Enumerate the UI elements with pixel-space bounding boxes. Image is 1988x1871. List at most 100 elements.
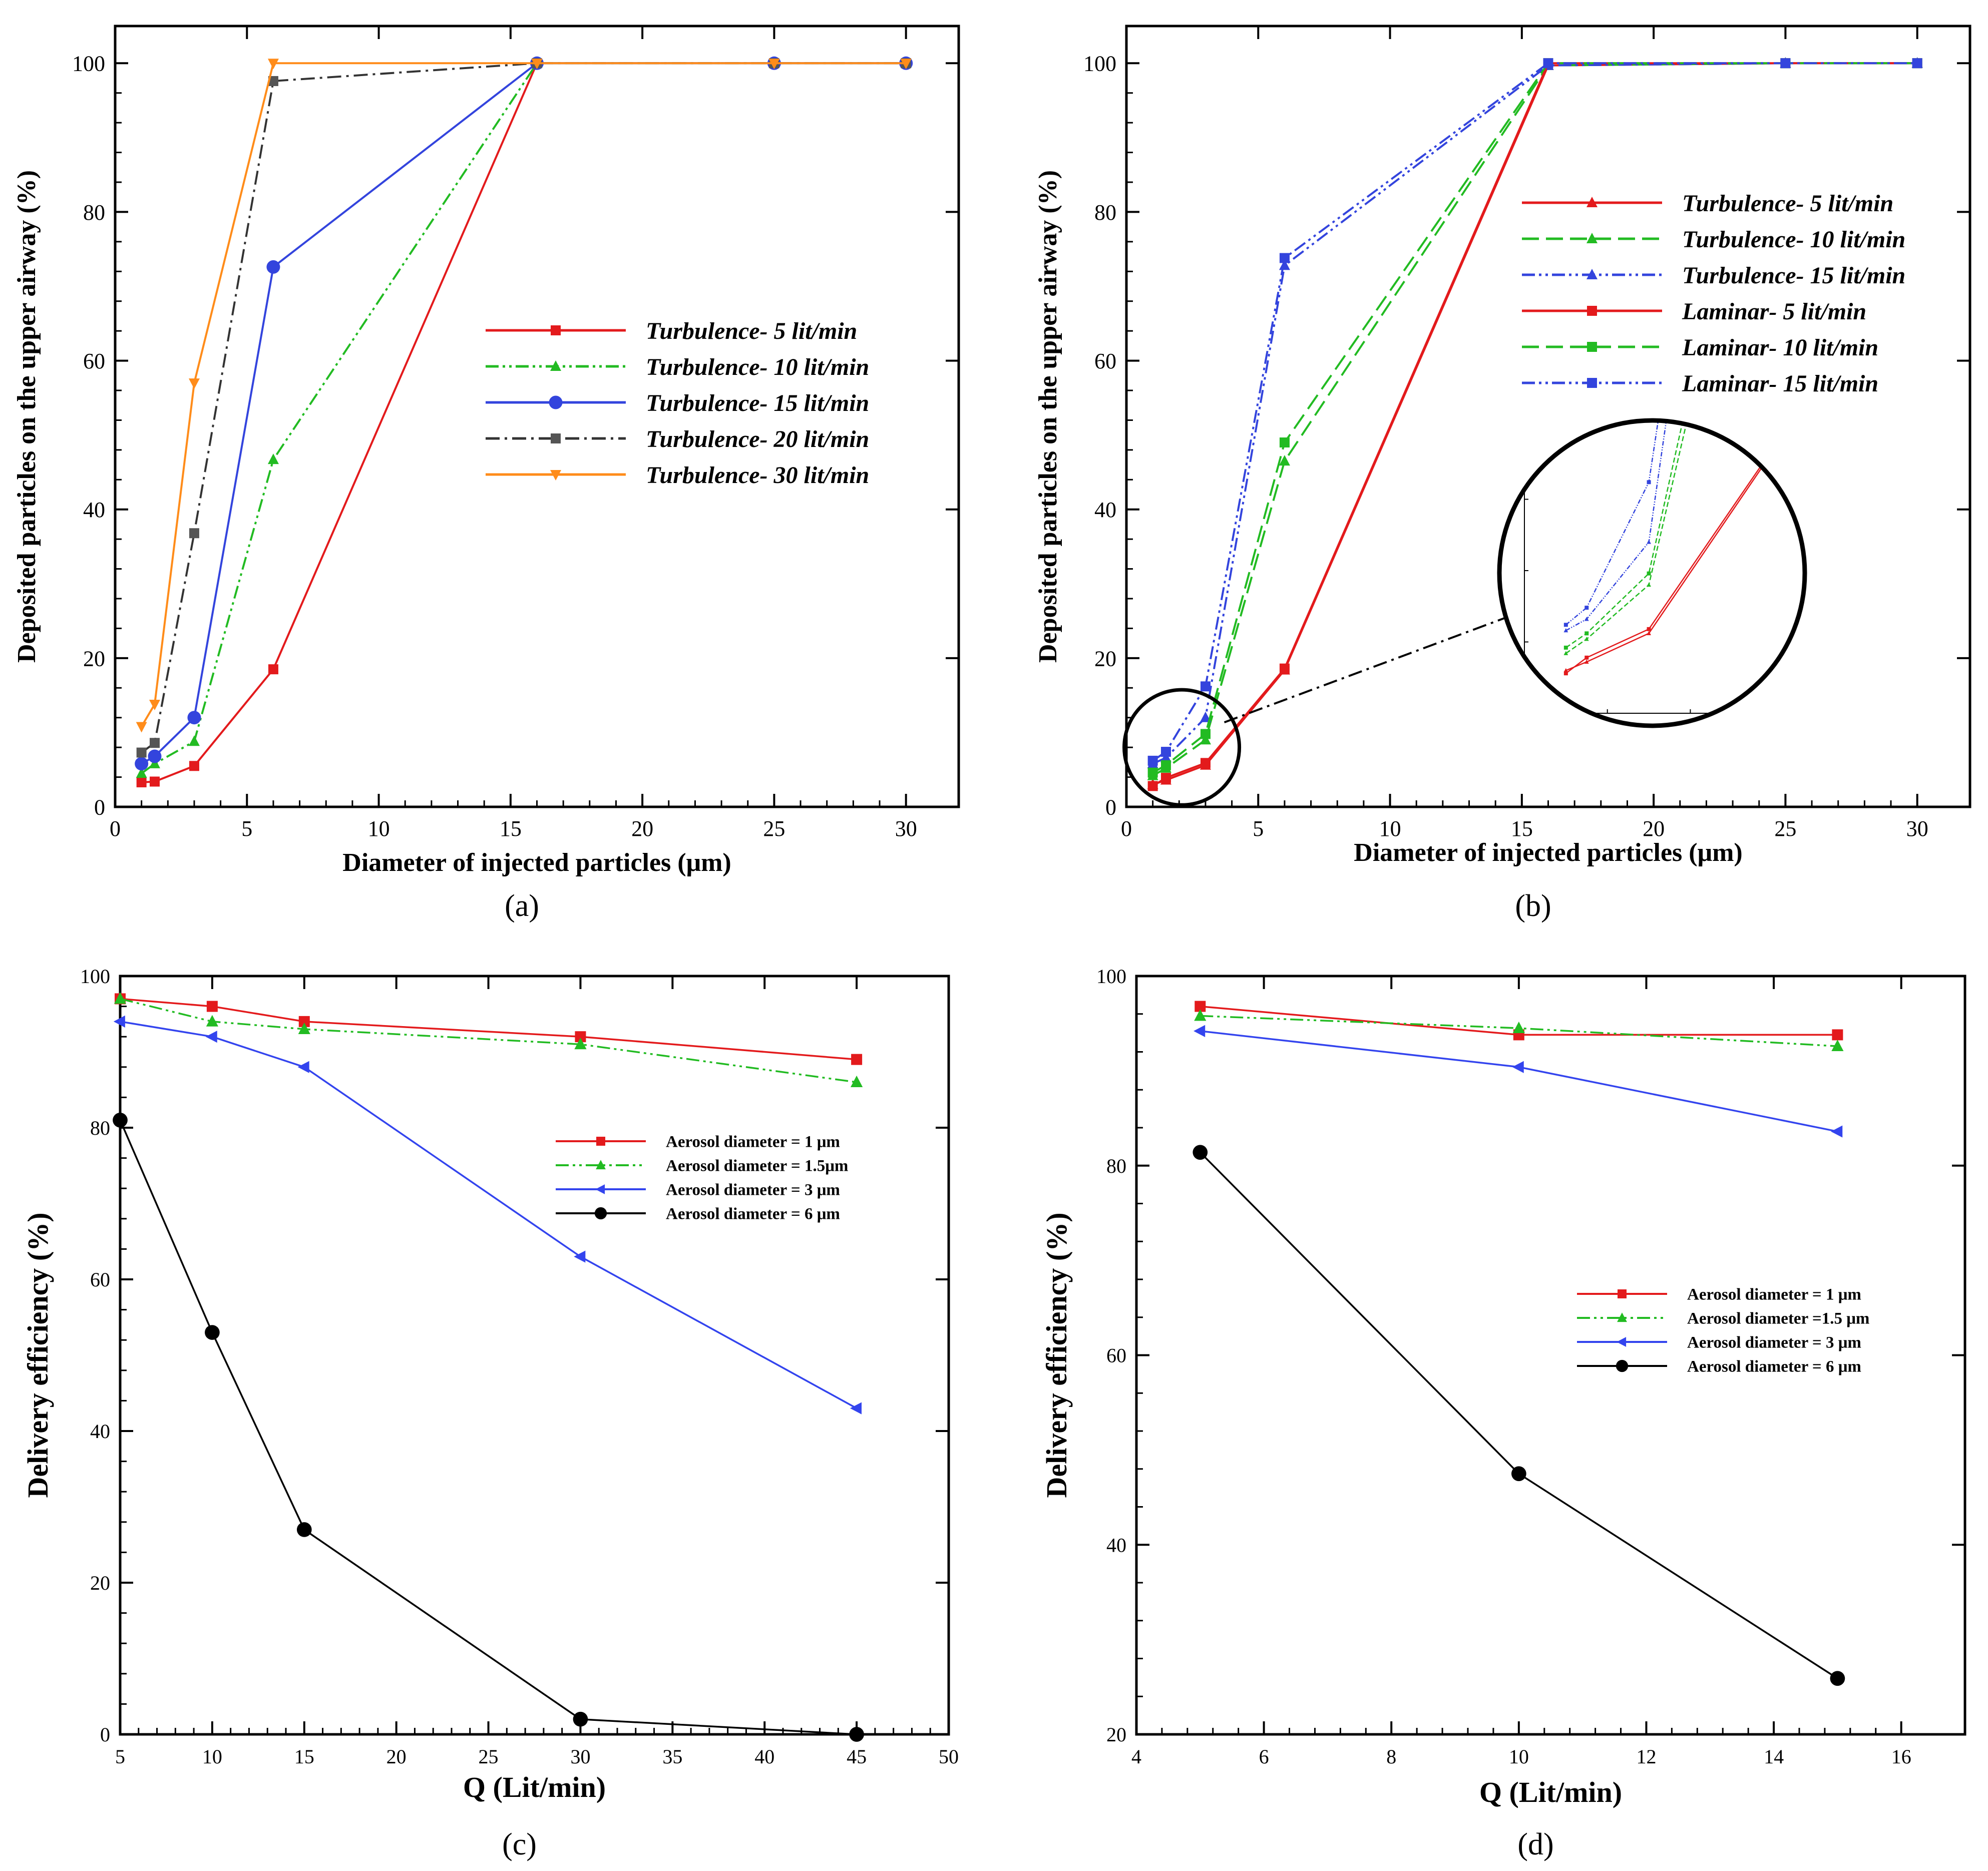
- zoom-inset: [1122, 48, 1807, 807]
- legend-label: Turbulence- 15 lit/min: [646, 390, 869, 416]
- legend: Aerosol diameter = 1 μm Aerosol diameter …: [556, 1133, 848, 1223]
- data-point: [1160, 747, 1171, 757]
- series-1: [136, 58, 911, 787]
- legend-marker: [1587, 378, 1597, 388]
- series-1: [1147, 57, 1923, 789]
- plot-frame: [119, 975, 950, 1736]
- inset-data-point: [1771, 445, 1776, 450]
- y-tick-label: 100: [1096, 965, 1126, 988]
- x-tick-label: 5: [1253, 816, 1264, 841]
- data-point: [149, 776, 160, 787]
- series-2: [136, 57, 912, 778]
- series-line: [1200, 1030, 1838, 1133]
- inset-data-point: [1771, 448, 1776, 453]
- plot-frame: [1135, 975, 1966, 1736]
- inset-data-point: [1563, 645, 1568, 650]
- legend-label: Aerosol diameter = 3 μm: [1687, 1334, 1861, 1352]
- legend: Turbulence- 5 lit/min Turbulence- 10 lit/…: [486, 318, 869, 489]
- inset-data-point: [1584, 617, 1589, 621]
- y-tick-label: 80: [90, 1117, 110, 1139]
- data-point: [1831, 1125, 1843, 1138]
- data-point: [114, 992, 127, 1004]
- y-tick-label: 20: [90, 1572, 110, 1594]
- x-tick-label: 25: [479, 1745, 499, 1768]
- y-tick-label: 80: [83, 200, 105, 225]
- x-tick-label: 15: [1511, 816, 1533, 841]
- legend-label: Laminar- 15 lit/min: [1682, 370, 1878, 397]
- data-point: [1200, 758, 1211, 768]
- x-tick-label: 0: [1121, 816, 1132, 841]
- y-tick-label: 100: [72, 52, 105, 76]
- data-point: [149, 699, 160, 710]
- data-point: [205, 1325, 220, 1340]
- y-tick-label: 20: [83, 646, 105, 671]
- x-tick-label: 15: [294, 1745, 314, 1768]
- x-tick-label: 10: [202, 1745, 222, 1768]
- data-point: [187, 711, 201, 725]
- data-point: [1200, 681, 1211, 692]
- data-point: [136, 777, 147, 787]
- legend-label: Aerosol diameter = 1 μm: [666, 1133, 840, 1151]
- data-point: [1279, 259, 1290, 270]
- data-point: [1194, 1025, 1206, 1037]
- series-line: [1152, 62, 1917, 787]
- x-tick-label: 20: [386, 1745, 407, 1768]
- data-point: [1200, 711, 1211, 722]
- legend-marker: [551, 433, 561, 443]
- x-tick-label: 0: [110, 816, 121, 841]
- inset-data-point: [1647, 582, 1651, 587]
- y-tick-label: 0: [100, 1723, 110, 1746]
- legend-label: Aerosol diameter = 6 μm: [666, 1205, 840, 1223]
- inset-data-point: [1584, 631, 1589, 636]
- legend-marker: [594, 1207, 607, 1220]
- x-axis-label: Diameter of injected particles (μm): [342, 848, 731, 877]
- panel-a: 0 5 10 15 20 25 30 0 20 40 60 80 100 Diameter of inje…: [13, 25, 960, 923]
- zoom-connector: [1224, 617, 1505, 724]
- data-point: [1279, 437, 1290, 447]
- panel-label: (b): [1515, 889, 1551, 923]
- series-line: [1152, 62, 1917, 786]
- legend-label: Turbulence- 30 lit/min: [646, 462, 869, 489]
- y-tick-label: 80: [1094, 200, 1116, 225]
- data-point: [1279, 455, 1290, 466]
- inset-data-point: [1771, 48, 1776, 52]
- data-point: [267, 59, 279, 70]
- series-3: [113, 1015, 862, 1415]
- x-tick-label: 12: [1636, 1745, 1656, 1768]
- data-point: [136, 722, 147, 733]
- legend-label: Aerosol diameter = 1 μm: [1687, 1286, 1861, 1304]
- y-axis-label: Deposited particles on the upper airway …: [13, 170, 41, 663]
- legend-label: Laminar- 10 lit/min: [1682, 334, 1878, 361]
- y-tick-label: 0: [1105, 795, 1116, 819]
- x-tick-label: 14: [1764, 1745, 1784, 1768]
- data-point: [1832, 1029, 1843, 1041]
- data-point: [1511, 1466, 1526, 1482]
- inset-data-point: [1647, 540, 1651, 544]
- y-axis-label: Delivery efficiency (%): [1040, 1212, 1073, 1498]
- series-4: [1147, 58, 1922, 791]
- series-3: [1194, 1025, 1843, 1138]
- series-1: [1195, 1001, 1843, 1041]
- legend-marker: [596, 1160, 606, 1170]
- data-point: [205, 1031, 217, 1043]
- x-tick-label: 20: [631, 816, 653, 841]
- series-2: [114, 992, 863, 1087]
- data-point: [531, 59, 543, 70]
- data-point: [575, 1031, 586, 1043]
- legend-marker: [1587, 306, 1597, 316]
- y-tick-label: 60: [1106, 1344, 1126, 1367]
- data-point: [1543, 58, 1553, 69]
- series-4: [1192, 1145, 1845, 1686]
- panel-d: 4 6 8 10 12 14 16 20 40 60 80 100 Q (Lit/min) Deliver…: [1040, 965, 1966, 1861]
- x-tick-label: 40: [754, 1745, 774, 1768]
- data-point: [298, 1022, 310, 1034]
- legend-marker: [1618, 1289, 1627, 1298]
- legend-marker: [596, 1137, 605, 1146]
- data-point: [268, 664, 278, 675]
- panel-label: (a): [505, 889, 539, 923]
- inset-data-point: [1563, 628, 1568, 633]
- data-point: [1192, 1145, 1208, 1160]
- inset-data-point: [1584, 659, 1589, 664]
- x-tick-label: 10: [368, 816, 390, 841]
